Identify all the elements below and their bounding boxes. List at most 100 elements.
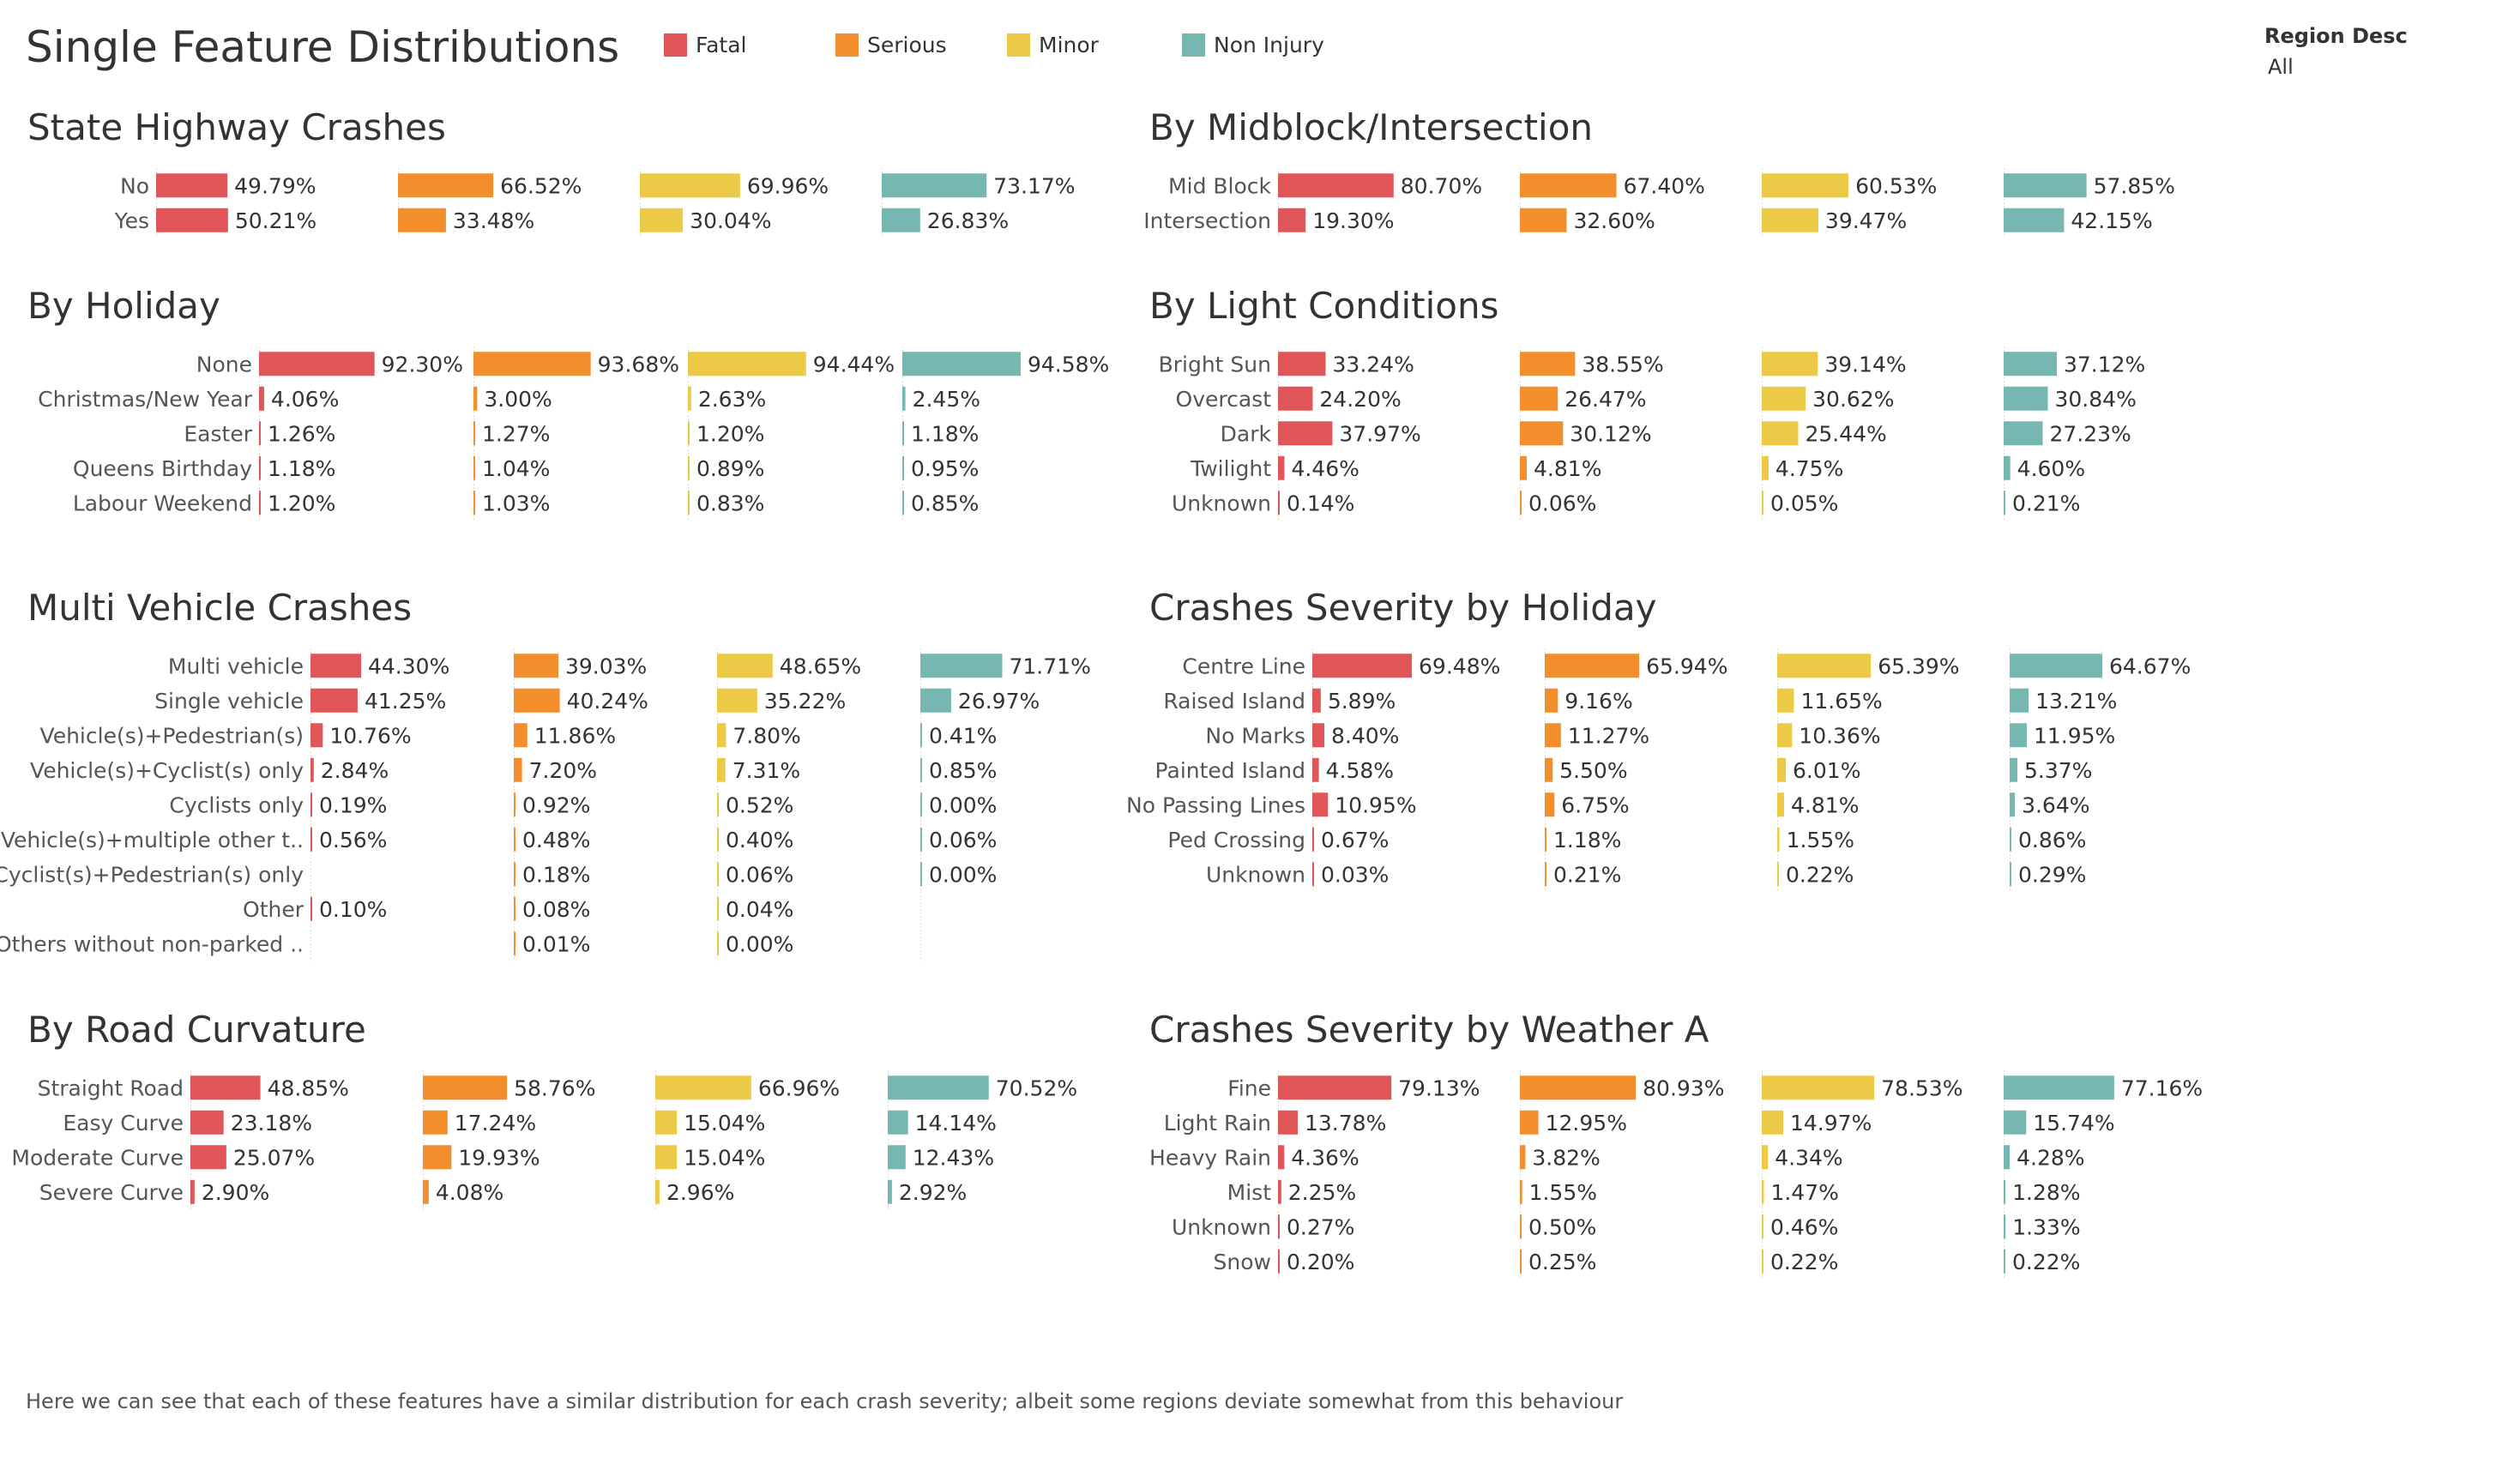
bar-fatal[interactable] (156, 208, 228, 232)
bar-minor[interactable] (688, 386, 691, 411)
bar-fatal[interactable] (1278, 352, 1326, 377)
bar-serious[interactable] (514, 688, 560, 713)
bar-serious[interactable] (423, 1075, 508, 1100)
bar-non-injury[interactable] (2004, 352, 2057, 377)
bar-fatal[interactable] (259, 455, 261, 480)
bar-serious[interactable] (423, 1110, 448, 1135)
bar-minor[interactable] (717, 654, 773, 678)
bar-non-injury[interactable] (2010, 827, 2011, 852)
bar-minor[interactable] (1762, 1214, 1763, 1239)
bar-minor[interactable] (717, 827, 719, 852)
bar-serious[interactable] (473, 491, 475, 515)
bar-minor[interactable] (640, 208, 684, 232)
bar-non-injury[interactable] (888, 1179, 892, 1204)
bar-serious[interactable] (473, 455, 475, 480)
bar-fatal[interactable] (1278, 455, 1285, 480)
bar-non-injury[interactable] (888, 1145, 906, 1170)
bar-non-injury[interactable] (2010, 792, 2016, 817)
bar-serious[interactable] (1520, 421, 1564, 446)
bar-minor[interactable] (1777, 723, 1793, 748)
bar-serious[interactable] (1520, 173, 1617, 198)
bar-minor[interactable] (655, 1075, 751, 1100)
bar-minor[interactable] (717, 723, 726, 748)
bar-minor[interactable] (1777, 862, 1779, 887)
bar-non-injury[interactable] (2004, 1110, 2027, 1135)
bar-minor[interactable] (717, 862, 719, 887)
bar-serious[interactable] (473, 421, 475, 446)
bar-serious[interactable] (1520, 1249, 1522, 1274)
bar-minor[interactable] (1777, 792, 1785, 817)
bar-serious[interactable] (423, 1145, 452, 1170)
bar-fatal[interactable] (1312, 827, 1314, 852)
bar-non-injury[interactable] (2004, 1249, 2005, 1274)
bar-fatal[interactable] (1312, 723, 1325, 748)
bar-minor[interactable] (1762, 455, 1769, 480)
bar-serious[interactable] (1520, 491, 1522, 515)
bar-fatal[interactable] (190, 1179, 195, 1204)
bar-fatal[interactable] (1312, 862, 1314, 887)
bar-non-injury[interactable] (2004, 386, 2048, 411)
bar-minor[interactable] (717, 931, 719, 956)
bar-serious[interactable] (514, 827, 515, 852)
bar-serious[interactable] (1545, 723, 1561, 748)
bar-fatal[interactable] (190, 1145, 226, 1170)
bar-non-injury[interactable] (920, 688, 951, 713)
bar-non-injury[interactable] (2004, 1145, 2011, 1170)
bar-fatal[interactable] (310, 757, 314, 782)
bar-serious[interactable] (473, 386, 478, 411)
bar-fatal[interactable] (310, 827, 312, 852)
bar-minor[interactable] (717, 792, 719, 817)
bar-non-injury[interactable] (920, 827, 922, 852)
bar-non-injury[interactable] (2010, 862, 2011, 887)
bar-serious[interactable] (514, 931, 515, 956)
bar-fatal[interactable] (310, 896, 312, 921)
bar-minor[interactable] (688, 421, 690, 446)
bar-non-injury[interactable] (2010, 688, 2029, 713)
bar-fatal[interactable] (1278, 1110, 1299, 1135)
bar-fatal[interactable] (190, 1110, 224, 1135)
bar-serious[interactable] (1545, 654, 1640, 678)
bar-minor[interactable] (655, 1110, 678, 1135)
bar-non-injury[interactable] (2010, 654, 2103, 678)
bar-fatal[interactable] (1312, 654, 1413, 678)
bar-serious[interactable] (1520, 208, 1567, 232)
bar-minor[interactable] (1762, 1075, 1875, 1100)
bar-minor[interactable] (655, 1145, 678, 1170)
bar-non-injury[interactable] (2004, 421, 2043, 446)
bar-fatal[interactable] (190, 1075, 261, 1100)
bar-serious[interactable] (514, 757, 522, 782)
bar-fatal[interactable] (259, 421, 261, 446)
bar-serious[interactable] (1520, 1179, 1522, 1204)
bar-non-injury[interactable] (2004, 455, 2011, 480)
bar-non-injury[interactable] (920, 792, 922, 817)
bar-fatal[interactable] (1278, 1179, 1281, 1204)
bar-serious[interactable] (1520, 1145, 1526, 1170)
bar-serious[interactable] (1545, 757, 1553, 782)
bar-minor[interactable] (1762, 1249, 1763, 1274)
bar-serious[interactable] (514, 896, 515, 921)
bar-serious[interactable] (514, 862, 515, 887)
bar-serious[interactable] (423, 1179, 429, 1204)
bar-minor[interactable] (1762, 421, 1799, 446)
bar-minor[interactable] (1762, 1179, 1764, 1204)
bar-fatal[interactable] (310, 654, 362, 678)
bar-non-injury[interactable] (920, 757, 922, 782)
bar-minor[interactable] (717, 688, 757, 713)
bar-minor[interactable] (1777, 827, 1780, 852)
bar-non-injury[interactable] (2004, 1179, 2006, 1204)
bar-minor[interactable] (1762, 208, 1818, 232)
bar-non-injury[interactable] (920, 723, 922, 748)
bar-non-injury[interactable] (2004, 173, 2087, 198)
bar-fatal[interactable] (1278, 208, 1306, 232)
bar-fatal[interactable] (1278, 1249, 1280, 1274)
bar-non-injury[interactable] (882, 208, 920, 232)
bar-fatal[interactable] (1312, 792, 1329, 817)
bar-non-injury[interactable] (902, 455, 904, 480)
bar-minor[interactable] (688, 491, 690, 515)
legend-item-non-injury[interactable]: Non Injury (1182, 33, 1324, 57)
bar-non-injury[interactable] (888, 1075, 989, 1100)
bar-fatal[interactable] (1278, 173, 1394, 198)
region-filter-value[interactable]: All (2268, 55, 2294, 79)
legend-item-minor[interactable]: Minor (1007, 33, 1099, 57)
bar-fatal[interactable] (259, 386, 264, 411)
